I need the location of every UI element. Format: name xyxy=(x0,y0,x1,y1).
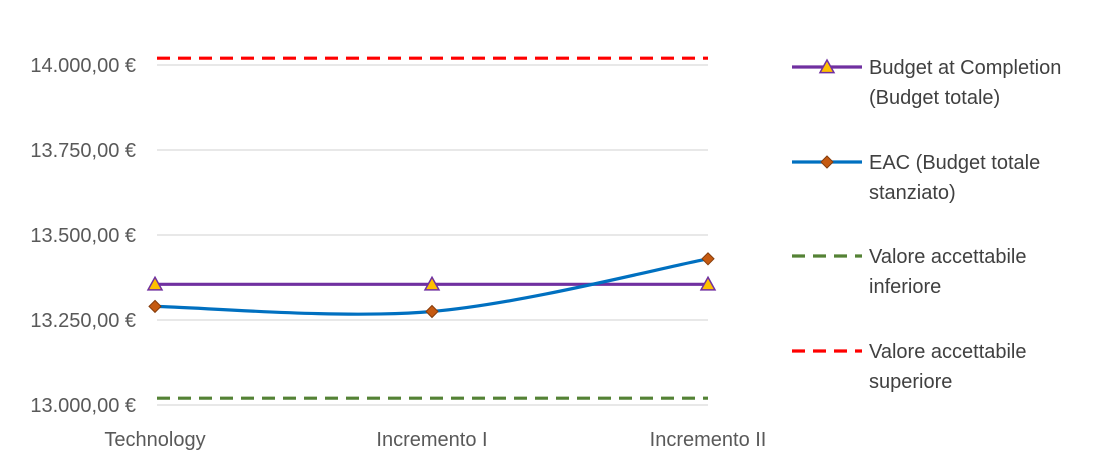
y-tick-label: 13.750,00 € xyxy=(30,140,136,162)
x-axis-tick-labels: Technology Incremento I Incremento II xyxy=(104,429,766,451)
legend-label: Budget at Completion xyxy=(869,57,1061,79)
legend-entry-1: EAC (Budget totale stanziato) xyxy=(792,152,1040,204)
gridlines xyxy=(157,64,708,406)
legend-label: stanziato) xyxy=(869,182,956,204)
data-point-marker xyxy=(146,275,164,291)
series-lines xyxy=(154,56,709,400)
data-point-marker xyxy=(701,252,715,266)
y-tick-label: 13.250,00 € xyxy=(30,310,136,332)
y-tick-label: 13.500,00 € xyxy=(30,225,136,247)
data-point-marker xyxy=(423,275,441,291)
legend: Budget at Completion (Budget totale) EAC (… xyxy=(792,57,1061,393)
x-tick-label: Incremento I xyxy=(376,429,487,451)
legend-entry-2: Valore accettabile inferiore xyxy=(792,246,1027,298)
legend-label: Valore accettabile xyxy=(869,341,1027,363)
legend-label: EAC (Budget totale xyxy=(869,152,1040,174)
legend-entry-0: Budget at Completion (Budget totale) xyxy=(792,57,1061,109)
data-point-marker xyxy=(148,299,162,314)
x-tick-label: Technology xyxy=(104,429,205,451)
data-point-marker xyxy=(699,275,717,291)
legend-marker xyxy=(818,58,836,74)
legend-marker xyxy=(820,155,834,169)
y-tick-label: 14.000,00 € xyxy=(30,55,136,77)
y-tick-label: 13.000,00 € xyxy=(30,395,136,417)
data-point-marker xyxy=(425,304,439,319)
legend-label: (Budget totale) xyxy=(869,87,1000,109)
legend-label: inferiore xyxy=(869,276,941,298)
legend-entry-3: Valore accettabile superiore xyxy=(792,341,1027,393)
legend-label: Valore accettabile xyxy=(869,246,1027,268)
legend-label: superiore xyxy=(869,371,952,393)
x-tick-label: Incremento II xyxy=(650,429,767,451)
y-axis-tick-labels: 13.000,00 € 13.250,00 € 13.500,00 € 13.750,… xyxy=(30,55,136,417)
series-markers xyxy=(146,252,717,319)
